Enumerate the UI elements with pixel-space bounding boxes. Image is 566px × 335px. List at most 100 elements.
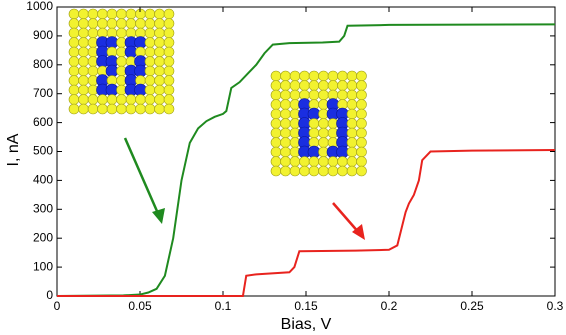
atom-yellow <box>318 80 329 91</box>
atom-yellow <box>299 70 310 82</box>
atom-yellow <box>97 94 108 105</box>
x-tick-label: 0.2 <box>381 299 398 313</box>
y-tick-label: 300 <box>33 201 53 215</box>
atom-yellow <box>346 80 358 91</box>
atom-yellow <box>116 18 127 29</box>
atom-yellow <box>356 70 367 82</box>
atom-yellow <box>299 165 310 177</box>
atom-yellow <box>106 8 118 20</box>
atom-yellow <box>346 127 358 139</box>
atom-yellow <box>163 103 175 115</box>
atom-yellow <box>78 46 89 58</box>
atom-yellow <box>87 27 99 39</box>
atom-yellow <box>270 156 282 167</box>
atom-yellow <box>308 127 320 139</box>
atom-yellow <box>163 75 175 86</box>
series-line <box>56 23 556 297</box>
atom-yellow <box>356 80 367 91</box>
atom-yellow <box>154 84 165 96</box>
atom-yellow <box>144 84 156 96</box>
atom-yellow <box>163 37 175 48</box>
atom-yellow <box>144 27 156 39</box>
atom-yellow <box>289 165 301 177</box>
atom-yellow <box>154 46 165 58</box>
x-tick-label: 0.3 <box>547 299 564 313</box>
atom-yellow <box>135 103 146 115</box>
atom-yellow <box>68 65 80 77</box>
atom-yellow <box>87 65 99 77</box>
atom-yellow <box>289 156 301 167</box>
atom-yellow <box>78 103 89 115</box>
atom-yellow <box>116 27 127 39</box>
atom-yellow <box>318 118 329 129</box>
atom-yellow <box>356 146 367 158</box>
atom-yellow <box>270 99 282 110</box>
atom-yellow <box>280 165 291 177</box>
x-tick-label: 0 <box>54 299 61 313</box>
atom-yellow <box>356 99 367 110</box>
atom-yellow <box>308 156 320 167</box>
atom-yellow <box>144 94 156 105</box>
atom-yellow <box>270 146 282 158</box>
atom-yellow <box>135 18 146 29</box>
atom-yellow <box>280 80 291 91</box>
atom-yellow <box>68 75 80 86</box>
atom-yellow <box>144 46 156 58</box>
atom-yellow <box>125 94 137 105</box>
atom-yellow <box>68 84 80 96</box>
atom-yellow <box>289 80 301 91</box>
atom-yellow <box>337 165 348 177</box>
atom-yellow <box>280 156 291 167</box>
atom-yellow <box>68 37 80 48</box>
atom-yellow <box>327 165 339 177</box>
x-tick-label: 0.1 <box>215 299 232 313</box>
atom-yellow <box>154 56 165 67</box>
atom-yellow <box>78 94 89 105</box>
atom-yellow <box>163 18 175 29</box>
atom-yellow <box>106 18 118 29</box>
atom-yellow <box>154 103 165 115</box>
atom-yellow <box>163 65 175 77</box>
atom-yellow <box>97 103 108 115</box>
atom-yellow <box>144 18 156 29</box>
atom-yellow <box>154 94 165 105</box>
y-axis-label: I, nA <box>5 133 22 166</box>
atom-yellow <box>116 94 127 105</box>
atom-yellow <box>318 156 329 167</box>
atom-yellow <box>318 165 329 177</box>
atom-yellow <box>337 70 348 82</box>
arrow <box>123 137 162 219</box>
atom-yellow <box>280 108 291 120</box>
atom-yellow <box>346 137 358 148</box>
x-tick-label: 0.25 <box>460 299 484 313</box>
atom-yellow <box>280 89 291 101</box>
atom-yellow <box>346 108 358 120</box>
atom-yellow <box>87 8 99 20</box>
atom-yellow <box>78 18 89 29</box>
atom-yellow <box>144 37 156 48</box>
atom-yellow <box>280 137 291 148</box>
atom-yellow <box>154 8 165 20</box>
atom-yellow <box>299 80 310 91</box>
atom-yellow <box>163 94 175 105</box>
y-tick-label: 100 <box>33 259 53 273</box>
atom-yellow <box>78 27 89 39</box>
atom-yellow <box>116 8 127 20</box>
atom-yellow <box>154 37 165 48</box>
atom-yellow <box>144 56 156 67</box>
atom-blue <box>105 83 119 97</box>
y-tick-label: 0 <box>46 288 53 302</box>
atom-yellow <box>270 137 282 148</box>
x-tick-label: 0.15 <box>294 299 318 313</box>
atom-yellow <box>144 65 156 77</box>
molecule-insets <box>68 8 367 177</box>
atom-yellow <box>270 118 282 129</box>
atom-yellow <box>318 137 329 148</box>
atom-yellow <box>280 99 291 110</box>
atom-yellow <box>97 18 108 29</box>
atom-yellow <box>346 70 358 82</box>
atom-yellow <box>68 103 80 115</box>
atom-yellow <box>270 108 282 120</box>
atom-yellow <box>289 70 301 82</box>
atom-yellow <box>144 75 156 86</box>
